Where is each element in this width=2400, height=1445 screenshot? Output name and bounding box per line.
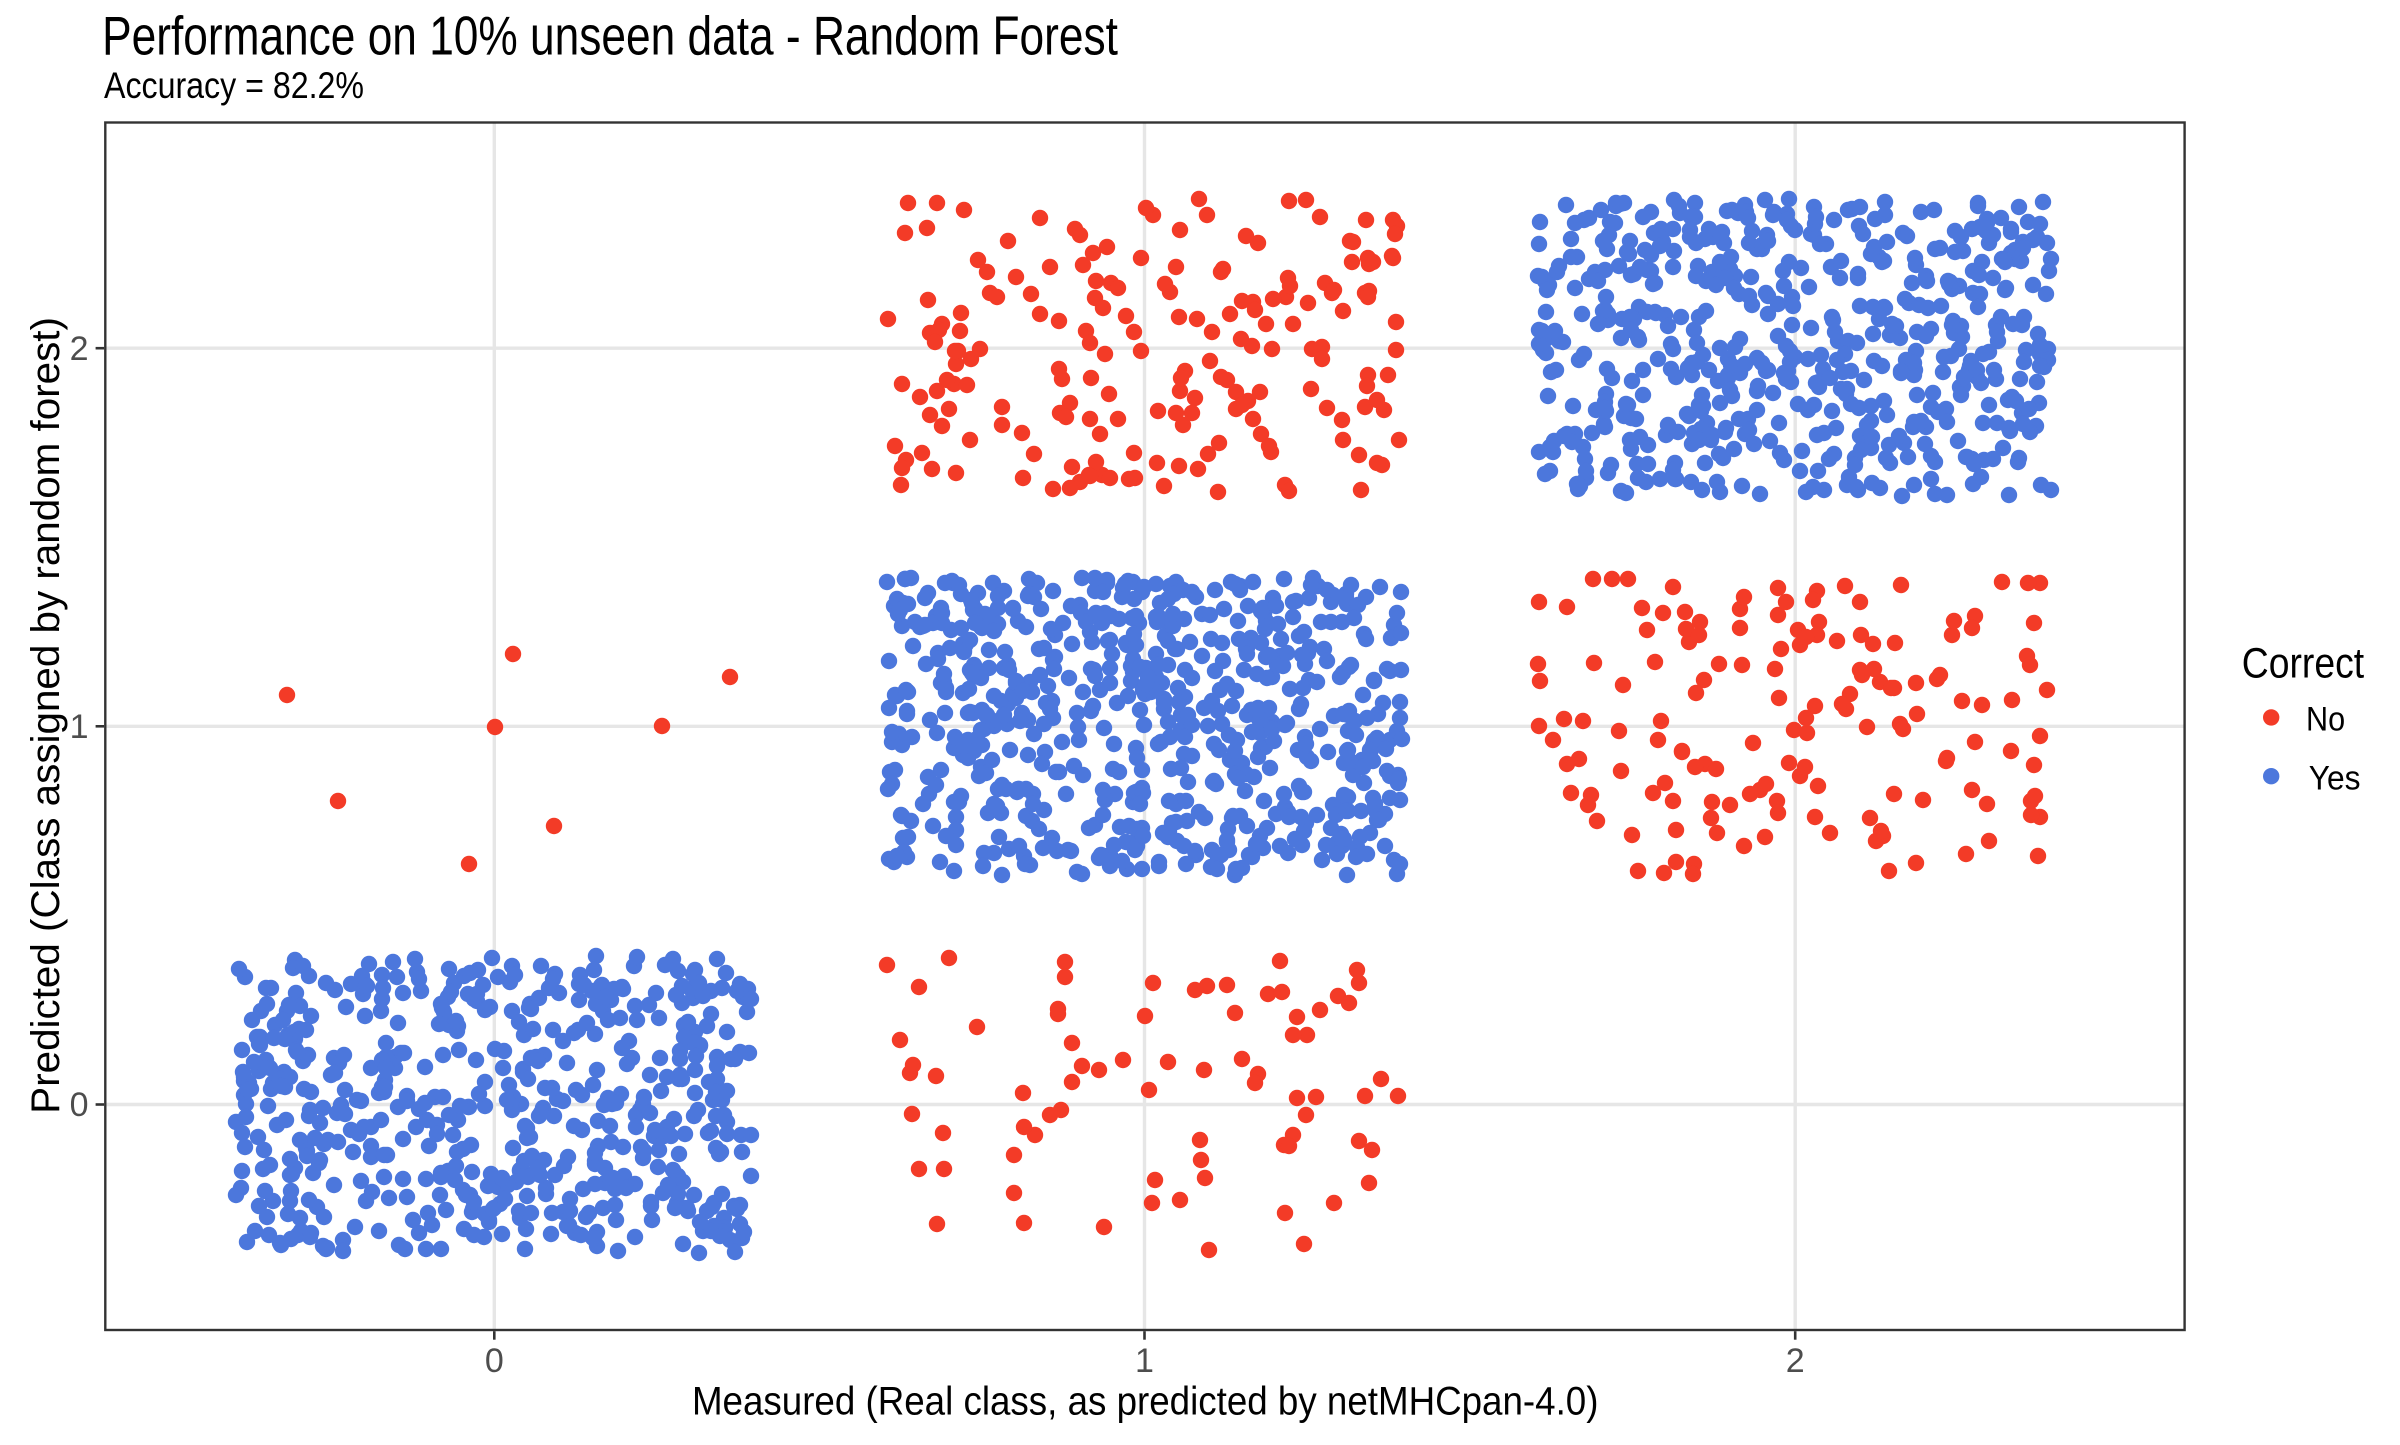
svg-text:2: 2 [70,330,89,368]
svg-text:Performance on 10% unseen data: Performance on 10% unseen data - Random … [102,5,1118,67]
svg-text:Accuracy = 82.2%: Accuracy = 82.2% [104,64,364,106]
svg-text:1: 1 [70,708,89,746]
svg-text:Correct: Correct [2242,639,2364,687]
svg-text:Predicted (Class assigned by r: Predicted (Class assigned by random fore… [24,317,68,1114]
svg-text:1: 1 [1135,1342,1154,1380]
svg-text:0: 0 [70,1086,89,1124]
svg-text:Measured (Real class, as predi: Measured (Real class, as predicted by ne… [692,1379,1599,1423]
svg-text:0: 0 [485,1342,504,1380]
svg-text:Yes: Yes [2309,760,2361,798]
svg-text:No: No [2306,701,2345,739]
svg-text:2: 2 [1786,1342,1805,1380]
